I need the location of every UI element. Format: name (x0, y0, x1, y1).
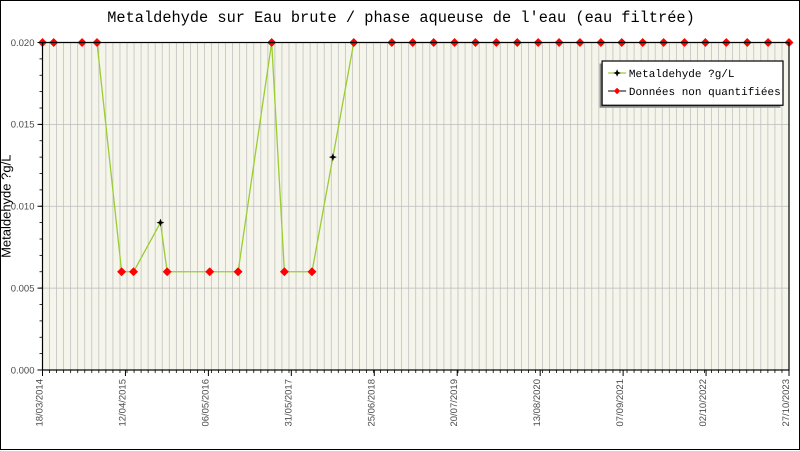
svg-text:Metaldehyde ?g/L: Metaldehyde ?g/L (629, 69, 735, 81)
svg-text:0.010: 0.010 (11, 202, 35, 213)
svg-text:13/08/2020: 13/08/2020 (532, 379, 543, 427)
svg-text:18/03/2014: 18/03/2014 (35, 379, 46, 427)
svg-text:27/10/2023: 27/10/2023 (781, 379, 792, 427)
svg-text:25/06/2018: 25/06/2018 (366, 379, 377, 427)
svg-text:12/04/2015: 12/04/2015 (117, 379, 128, 427)
svg-text:0.005: 0.005 (11, 283, 35, 294)
svg-text:06/05/2016: 06/05/2016 (200, 379, 211, 427)
svg-text:0.015: 0.015 (11, 120, 35, 131)
svg-text:31/05/2017: 31/05/2017 (283, 379, 294, 427)
svg-text:02/10/2022: 02/10/2022 (698, 379, 709, 427)
svg-text:0.000: 0.000 (11, 365, 35, 376)
svg-text:07/09/2021: 07/09/2021 (615, 379, 626, 427)
svg-text:Données non quantifiées: Données non quantifiées (629, 87, 781, 99)
svg-text:20/07/2019: 20/07/2019 (449, 379, 460, 427)
svg-text:0.020: 0.020 (11, 38, 35, 49)
svg-text:Metaldehyde ?g/L: Metaldehyde ?g/L (1, 155, 14, 258)
